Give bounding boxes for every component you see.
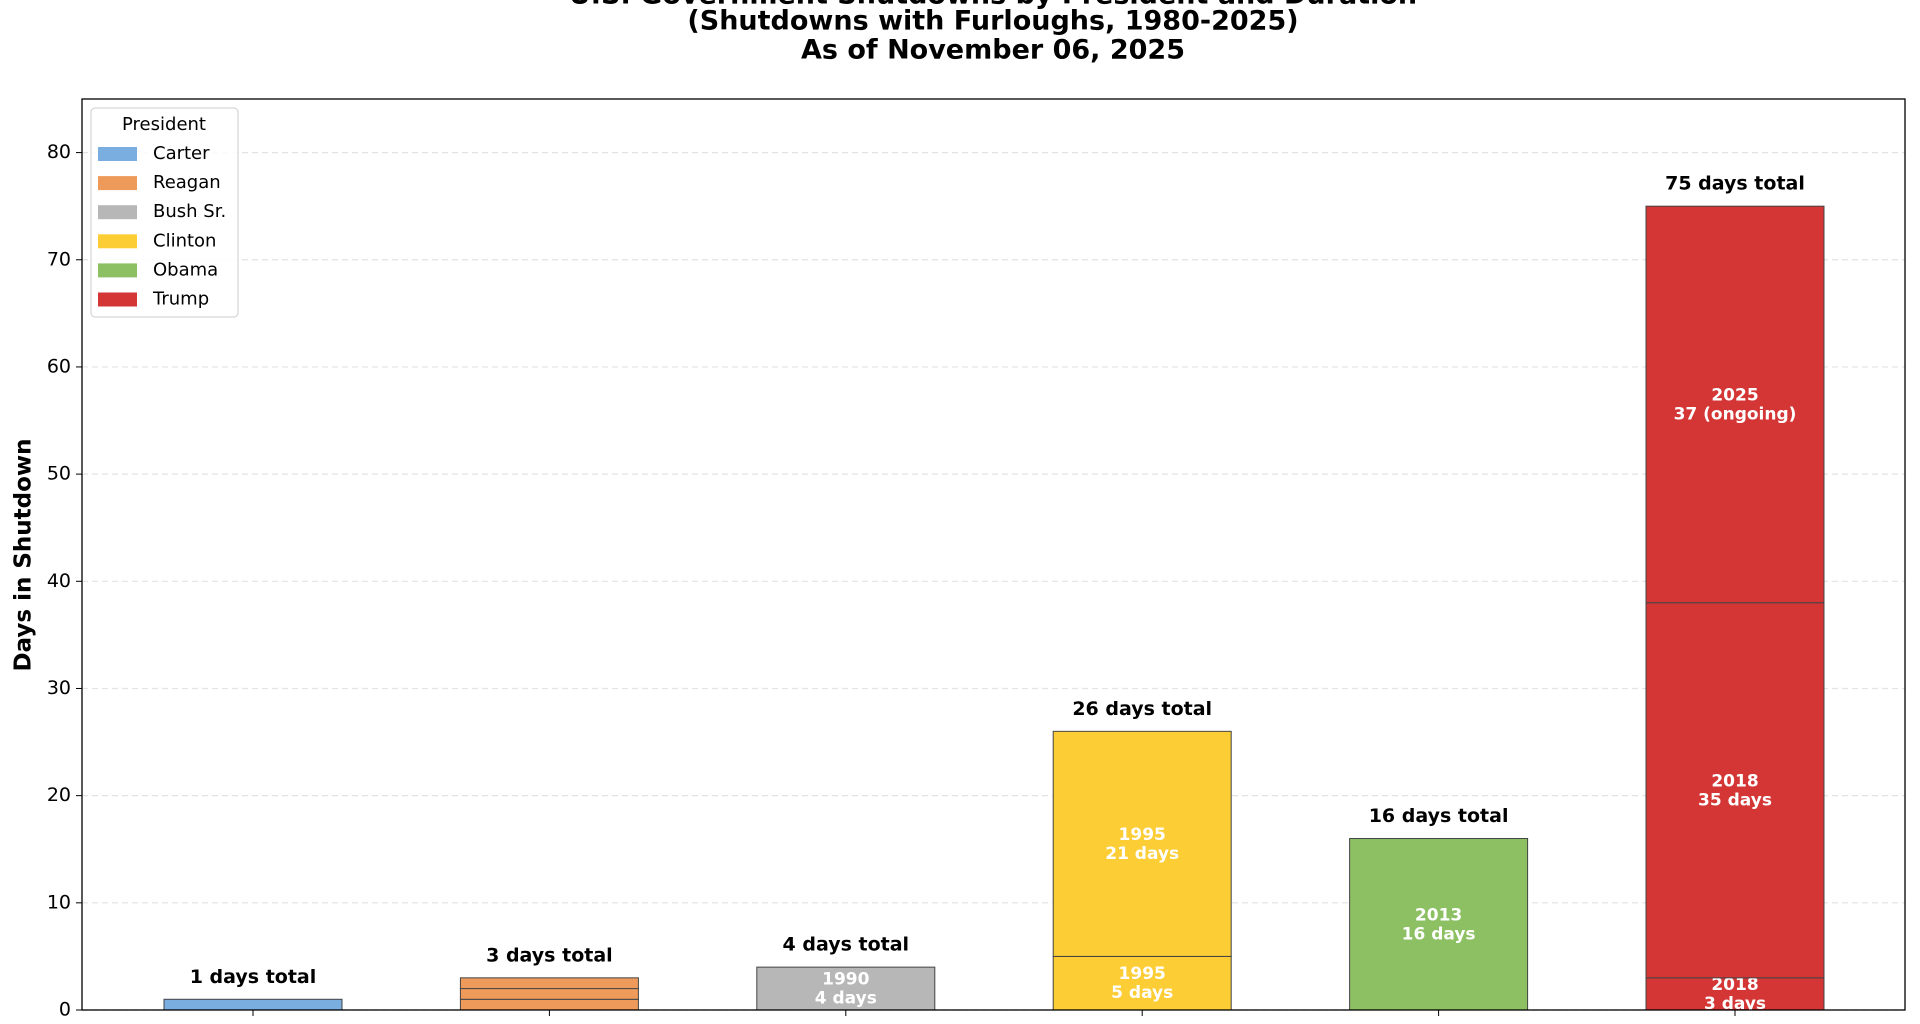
segment-label: 16 days [1402, 924, 1476, 944]
bar-segment [459, 988, 639, 1000]
bar-segment [1052, 730, 1232, 957]
chart-title: As of November 06, 2025 [801, 35, 1185, 66]
legend-label: Trump [152, 289, 209, 310]
y-tick-label: 70 [47, 248, 71, 270]
y-tick-label: 60 [47, 355, 71, 377]
legend-label: Clinton [153, 230, 216, 251]
legend-label: Bush Sr. [153, 201, 226, 222]
segment-year: 2013 [1415, 905, 1462, 925]
bar-segment [756, 966, 936, 1011]
y-tick-label: 0 [59, 999, 71, 1021]
segment-year: 1990 [822, 970, 869, 990]
segment-year: 1995 [1119, 825, 1166, 845]
bar-segment [163, 998, 343, 1011]
bar-segment [1645, 602, 1825, 979]
plot-frame [81, 98, 1906, 1011]
segment-label: 3 days [1704, 994, 1766, 1014]
legend-swatch [98, 234, 137, 249]
y-tick-label: 50 [47, 463, 71, 485]
y-tick-label: 40 [47, 570, 71, 592]
legend-swatch [98, 292, 137, 307]
segment-year: 1995 [1119, 964, 1166, 984]
y-tick-label: 10 [47, 891, 71, 913]
total-label: 1 days total [190, 966, 317, 988]
legend-swatch [98, 205, 137, 220]
segment-label: 4 days [815, 989, 877, 1009]
segment-label: 5 days [1111, 983, 1173, 1003]
total-label: 4 days total [783, 934, 910, 956]
segment-year: 2018 [1711, 771, 1758, 791]
segment-label: 21 days [1105, 844, 1179, 864]
segment-year: 2018 [1711, 975, 1758, 995]
segment-label: 37 (ongoing) [1674, 404, 1797, 424]
y-axis-label: Days in Shutdown [11, 438, 37, 671]
total-label: 75 days total [1665, 173, 1805, 195]
bar-segment [1052, 955, 1232, 1011]
y-tick-label: 20 [47, 784, 71, 806]
bar-segment [459, 977, 639, 990]
total-label: 16 days total [1369, 805, 1509, 827]
legend-label: Obama [153, 259, 218, 280]
legend-label: Reagan [153, 172, 221, 193]
bar-segment [1645, 205, 1825, 604]
legend-swatch [98, 176, 137, 191]
y-tick-label: 80 [47, 141, 71, 163]
y-tick-label: 30 [47, 677, 71, 699]
legend-label: Carter [153, 143, 210, 164]
legend-swatch [98, 263, 137, 278]
segment-label: 35 days [1698, 790, 1772, 810]
bar-segment [1349, 838, 1529, 1011]
segment-year: 2025 [1711, 385, 1758, 405]
total-label: 26 days total [1072, 698, 1212, 720]
chart-title: U.S. Government Shutdowns by President a… [569, 0, 1417, 11]
legend-title: President [122, 114, 206, 135]
bar-segment [1645, 977, 1825, 1011]
total-label: 3 days total [486, 944, 613, 966]
bar-segment [459, 998, 639, 1011]
chart-title: (Shutdowns with Furloughs, 1980-2025) [687, 6, 1298, 37]
legend-swatch [98, 147, 137, 161]
